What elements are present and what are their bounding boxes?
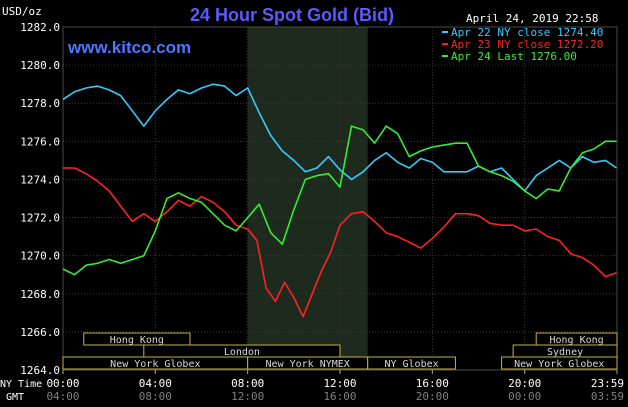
x-tick-label-gmt: 00:00 [508, 390, 541, 403]
x-tick-label-ny: 12:00 [323, 377, 356, 390]
y-tick-label: 1280.0 [20, 59, 60, 72]
session-label: Hong Kong [110, 335, 164, 346]
x-tick-label-ny: 08:00 [231, 377, 264, 390]
x-tick-label-gmt: 12:00 [231, 390, 264, 403]
y-tick-label: 1266.0 [20, 326, 60, 339]
y-axis: 1282.0 1280.0 1278.0 1276.0 1274.0 1272.0 1270… [20, 21, 60, 377]
x-tick-label-gmt: 16:00 [323, 390, 356, 403]
session-label: New York NYMEX [266, 359, 350, 370]
y-tick-label: 1278.0 [20, 97, 60, 110]
y-tick-label: 1276.0 [20, 135, 60, 148]
y-tick-label: 1268.0 [20, 288, 60, 301]
x-tick-label-ny: 16:00 [416, 377, 449, 390]
y-tick-label: 1282.0 [20, 21, 60, 34]
price-series [62, 83, 617, 318]
session-label: London [224, 347, 260, 358]
y-tick-label: 1270.0 [20, 250, 60, 263]
session-label: New York Globex [514, 359, 604, 370]
x-tick-label-gmt: 20:00 [416, 390, 449, 403]
y-tick-label: 1274.0 [20, 173, 60, 186]
x-tick-label-gmt: 08:00 [139, 390, 172, 403]
chart-title: 24 Hour Spot Gold (Bid) [190, 5, 394, 25]
x-tick-label-ny: 20:00 [508, 377, 541, 390]
timestamp: April 24, 2019 22:58 [466, 12, 598, 25]
x-tick-label-ny: 00:00 [46, 377, 79, 390]
session-label: New York Globex [110, 359, 200, 370]
session-box [367, 356, 456, 370]
x-tick-label-ny: 04:00 [139, 377, 172, 390]
session-label: Sydney [547, 347, 583, 358]
x-axis: NY TimeGMT00:0004:0004:0008:0008:0012:00… [0, 370, 624, 403]
gmt-axis-label: GMT [6, 392, 24, 403]
ny-market-hours-highlight [247, 27, 368, 370]
session-label: Hong Kong [550, 335, 604, 346]
legend-entry: Apr 23 NY close 1272.20 [451, 38, 603, 51]
y-tick-label: 1272.0 [20, 212, 60, 225]
ny-time-axis-label: NY Time [0, 379, 42, 390]
legend-entry: Apr 22 NY close 1274.40 [451, 26, 603, 39]
series-line-3 [62, 125, 617, 276]
x-tick-label-gmt: 04:00 [46, 390, 79, 403]
x-tick-label-ny: 23:59 [591, 377, 624, 390]
session-box [83, 332, 191, 346]
session-label: NY Globex [384, 359, 438, 370]
y-tick-label: 1264.0 [20, 364, 60, 377]
x-tick-label-gmt: 03:59 [591, 390, 624, 403]
kitco-watermark: www.kitco.com [67, 38, 191, 57]
session-box [501, 356, 618, 370]
y-axis-unit-label: USD/oz [2, 5, 42, 18]
legend-entry: Apr 24 Last 1276.00 [451, 50, 577, 63]
